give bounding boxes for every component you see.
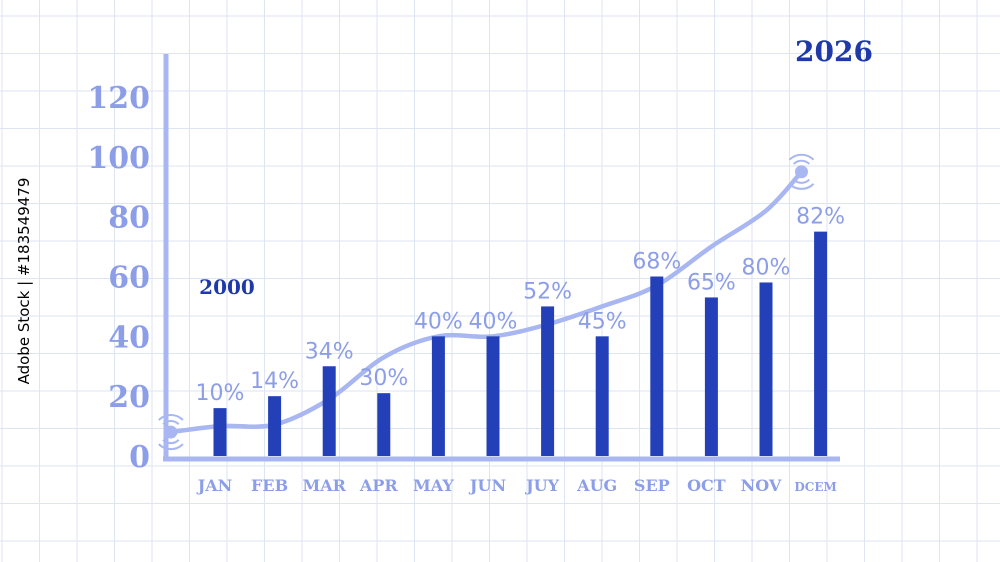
data-label-apr: 30% bbox=[359, 366, 408, 391]
x-tick-label-apr: APR bbox=[359, 476, 398, 495]
bar-sep bbox=[650, 276, 664, 456]
data-label-oct: 65% bbox=[687, 270, 736, 295]
start-marker-icon bbox=[158, 413, 184, 451]
y-tick-label: 20 bbox=[108, 380, 150, 415]
start-year-label: 2000 bbox=[199, 275, 255, 299]
side-watermark-text: Adobe Stock | #183549479 bbox=[15, 178, 33, 385]
bar-oct bbox=[704, 297, 718, 456]
x-tick-label-may: MAY bbox=[413, 476, 454, 495]
end-year-label: 2026 bbox=[795, 35, 873, 68]
data-label-dcem: 82% bbox=[796, 205, 845, 230]
data-label-nov: 80% bbox=[742, 255, 791, 280]
y-tick-label: 80 bbox=[108, 201, 150, 236]
y-tick-label: 120 bbox=[87, 81, 150, 116]
data-label-jun: 40% bbox=[469, 309, 518, 334]
x-tick-label-aug: AUG bbox=[576, 476, 617, 495]
data-label-jan: 10% bbox=[196, 381, 245, 406]
y-tick-label: 0 bbox=[129, 440, 150, 475]
end-marker-icon bbox=[788, 153, 815, 190]
x-tick-label-nov: NOV bbox=[741, 476, 782, 495]
data-label-may: 40% bbox=[414, 309, 463, 334]
data-label-feb: 14% bbox=[250, 369, 299, 394]
x-tick-label-jan: JAN bbox=[196, 476, 233, 495]
x-tick-label-feb: FEB bbox=[251, 476, 288, 495]
x-tick-label-sep: SEP bbox=[634, 476, 670, 495]
bar-apr bbox=[377, 393, 391, 456]
y-tick-label: 60 bbox=[108, 261, 150, 296]
bar-aug bbox=[595, 336, 609, 456]
data-label-juy: 52% bbox=[523, 279, 572, 304]
x-tick-label-dcem: DCEM bbox=[794, 480, 836, 494]
bar-mar bbox=[322, 366, 336, 456]
x-tick-label-mar: MAR bbox=[302, 476, 346, 495]
bar-may bbox=[431, 336, 445, 456]
y-tick-label: 40 bbox=[108, 320, 150, 355]
bar-nov bbox=[759, 282, 773, 456]
data-label-mar: 34% bbox=[305, 339, 354, 364]
axes bbox=[163, 54, 840, 462]
bar-dcem bbox=[814, 231, 828, 456]
markers: 2000 2026 bbox=[158, 35, 873, 451]
bar-feb bbox=[268, 396, 282, 456]
bars bbox=[213, 231, 828, 456]
x-tick-label-jun: JUN bbox=[468, 476, 506, 495]
data-labels: 10% 14%34%30%40% 40%52%45%68%65%80%82% bbox=[196, 205, 846, 407]
data-label-aug: 45% bbox=[578, 309, 627, 334]
y-tick-label: 100 bbox=[87, 141, 150, 176]
bar-jun bbox=[486, 336, 500, 456]
tick-labels: 0 20 40 60 80 100 120 JAN FEB MAR APR MAY JUN JUY AUG S… bbox=[87, 81, 836, 495]
bar-jan bbox=[213, 408, 227, 456]
x-tick-label-oct: OCT bbox=[687, 476, 726, 495]
bar-juy bbox=[541, 306, 555, 456]
data-label-sep: 68% bbox=[632, 250, 681, 275]
x-tick-label-juy: JUY bbox=[524, 476, 560, 495]
